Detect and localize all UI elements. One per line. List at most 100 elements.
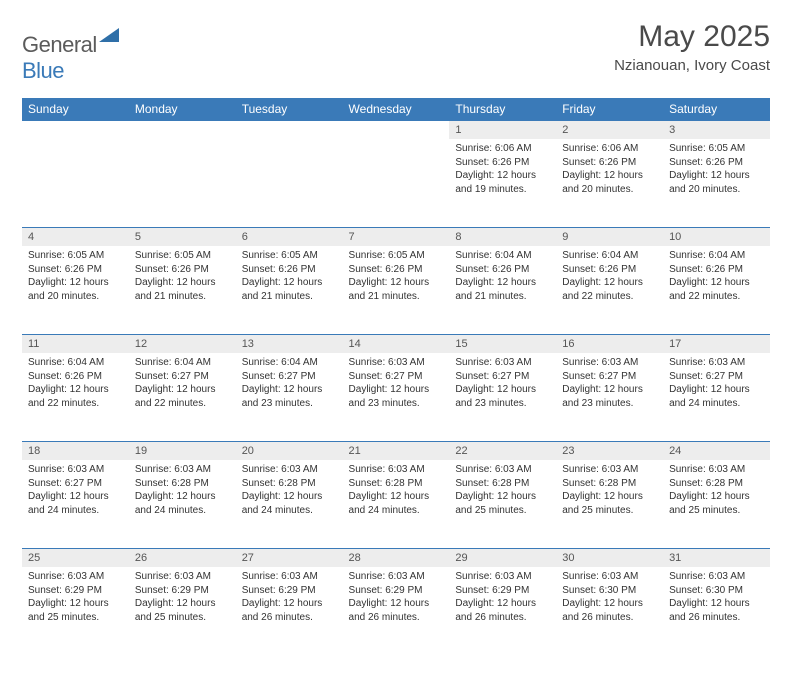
calendar-cell: Sunrise: 6:03 AMSunset: 6:28 PMDaylight:… [129,460,236,548]
daylight-line: Daylight: 12 hours and 22 minutes. [669,276,764,303]
day-number: 12 [129,334,236,353]
day-number: 1 [449,120,556,139]
daylight-line: Daylight: 12 hours and 25 minutes. [669,490,764,517]
day-number: 16 [556,334,663,353]
day-number: 18 [22,441,129,460]
sunrise-line: Sunrise: 6:05 AM [135,249,230,263]
sunset-line: Sunset: 6:28 PM [562,477,657,491]
sunset-line: Sunset: 6:27 PM [242,370,337,384]
weekday-header: Thursday [449,98,556,120]
sunrise-line: Sunrise: 6:03 AM [455,570,550,584]
daylight-line: Daylight: 12 hours and 25 minutes. [562,490,657,517]
daylight-line: Daylight: 12 hours and 24 minutes. [349,490,444,517]
sunrise-line: Sunrise: 6:05 AM [242,249,337,263]
daylight-line: Daylight: 12 hours and 21 minutes. [349,276,444,303]
daylight-line: Daylight: 12 hours and 23 minutes. [562,383,657,410]
sunrise-line: Sunrise: 6:04 AM [669,249,764,263]
logo-text-general: General [22,32,97,57]
calendar-cell [129,139,236,227]
daylight-line: Daylight: 12 hours and 20 minutes. [562,169,657,196]
sunrise-line: Sunrise: 6:03 AM [28,570,123,584]
weekday-header: Tuesday [236,98,343,120]
daylight-line: Daylight: 12 hours and 22 minutes. [562,276,657,303]
day-details: Sunrise: 6:03 AMSunset: 6:28 PMDaylight:… [236,460,343,523]
day-number: 11 [22,334,129,353]
daylight-line: Daylight: 12 hours and 25 minutes. [455,490,550,517]
sunrise-line: Sunrise: 6:03 AM [455,356,550,370]
day-number: 26 [129,548,236,567]
day-details: Sunrise: 6:03 AMSunset: 6:28 PMDaylight:… [663,460,770,523]
sunset-line: Sunset: 6:26 PM [562,263,657,277]
sunset-line: Sunset: 6:27 PM [562,370,657,384]
sunrise-line: Sunrise: 6:04 AM [562,249,657,263]
calendar-cell: Sunrise: 6:03 AMSunset: 6:27 PMDaylight:… [663,353,770,441]
day-details: Sunrise: 6:03 AMSunset: 6:28 PMDaylight:… [556,460,663,523]
day-number: 29 [449,548,556,567]
day-number: 27 [236,548,343,567]
sunset-line: Sunset: 6:30 PM [562,584,657,598]
sunset-line: Sunset: 6:29 PM [135,584,230,598]
sunset-line: Sunset: 6:26 PM [669,263,764,277]
sunrise-line: Sunrise: 6:03 AM [669,570,764,584]
daylight-line: Daylight: 12 hours and 22 minutes. [28,383,123,410]
sunrise-line: Sunrise: 6:06 AM [562,142,657,156]
day-details: Sunrise: 6:03 AMSunset: 6:27 PMDaylight:… [556,353,663,416]
daylight-line: Daylight: 12 hours and 26 minutes. [455,597,550,624]
sunrise-line: Sunrise: 6:04 AM [28,356,123,370]
daylight-line: Daylight: 12 hours and 24 minutes. [135,490,230,517]
day-details: Sunrise: 6:03 AMSunset: 6:27 PMDaylight:… [343,353,450,416]
empty-day [236,120,343,139]
sunrise-line: Sunrise: 6:03 AM [28,463,123,477]
day-details: Sunrise: 6:05 AMSunset: 6:26 PMDaylight:… [22,246,129,309]
day-details: Sunrise: 6:05 AMSunset: 6:26 PMDaylight:… [663,139,770,202]
sunrise-line: Sunrise: 6:03 AM [562,356,657,370]
calendar-cell: Sunrise: 6:03 AMSunset: 6:29 PMDaylight:… [129,567,236,655]
sunset-line: Sunset: 6:28 PM [349,477,444,491]
day-details: Sunrise: 6:03 AMSunset: 6:27 PMDaylight:… [663,353,770,416]
day-number: 14 [343,334,450,353]
sunrise-line: Sunrise: 6:05 AM [28,249,123,263]
day-number: 10 [663,227,770,246]
day-details: Sunrise: 6:04 AMSunset: 6:26 PMDaylight:… [663,246,770,309]
day-number: 3 [663,120,770,139]
day-number: 24 [663,441,770,460]
day-number: 28 [343,548,450,567]
day-details: Sunrise: 6:06 AMSunset: 6:26 PMDaylight:… [556,139,663,202]
sunrise-line: Sunrise: 6:03 AM [135,463,230,477]
calendar-cell: Sunrise: 6:03 AMSunset: 6:30 PMDaylight:… [663,567,770,655]
title-block: May 2025 Nzianouan, Ivory Coast [614,20,770,74]
calendar-cell: Sunrise: 6:04 AMSunset: 6:26 PMDaylight:… [663,246,770,334]
day-number: 17 [663,334,770,353]
day-details: Sunrise: 6:03 AMSunset: 6:27 PMDaylight:… [22,460,129,523]
calendar-cell: Sunrise: 6:04 AMSunset: 6:27 PMDaylight:… [236,353,343,441]
day-number: 9 [556,227,663,246]
daylight-line: Daylight: 12 hours and 23 minutes. [455,383,550,410]
daylight-line: Daylight: 12 hours and 24 minutes. [669,383,764,410]
weekday-header: Saturday [663,98,770,120]
day-details: Sunrise: 6:03 AMSunset: 6:28 PMDaylight:… [343,460,450,523]
sunrise-line: Sunrise: 6:03 AM [135,570,230,584]
sunset-line: Sunset: 6:27 PM [28,477,123,491]
daylight-line: Daylight: 12 hours and 24 minutes. [28,490,123,517]
sunrise-line: Sunrise: 6:03 AM [562,570,657,584]
sunset-line: Sunset: 6:26 PM [455,263,550,277]
sunset-line: Sunset: 6:28 PM [242,477,337,491]
calendar-cell: Sunrise: 6:03 AMSunset: 6:27 PMDaylight:… [22,460,129,548]
calendar-cell: Sunrise: 6:03 AMSunset: 6:28 PMDaylight:… [556,460,663,548]
logo-triangle-icon [99,26,121,44]
day-details: Sunrise: 6:04 AMSunset: 6:26 PMDaylight:… [22,353,129,416]
day-number: 30 [556,548,663,567]
day-details: Sunrise: 6:05 AMSunset: 6:26 PMDaylight:… [343,246,450,309]
sunset-line: Sunset: 6:29 PM [455,584,550,598]
sunrise-line: Sunrise: 6:04 AM [135,356,230,370]
weekday-header: Monday [129,98,236,120]
calendar-cell: Sunrise: 6:03 AMSunset: 6:28 PMDaylight:… [343,460,450,548]
calendar-cell: Sunrise: 6:03 AMSunset: 6:30 PMDaylight:… [556,567,663,655]
weekday-header: Wednesday [343,98,450,120]
calendar-cell: Sunrise: 6:05 AMSunset: 6:26 PMDaylight:… [663,139,770,227]
day-number: 23 [556,441,663,460]
calendar-cell: Sunrise: 6:06 AMSunset: 6:26 PMDaylight:… [449,139,556,227]
sunset-line: Sunset: 6:27 PM [455,370,550,384]
day-number: 19 [129,441,236,460]
daylight-line: Daylight: 12 hours and 25 minutes. [28,597,123,624]
